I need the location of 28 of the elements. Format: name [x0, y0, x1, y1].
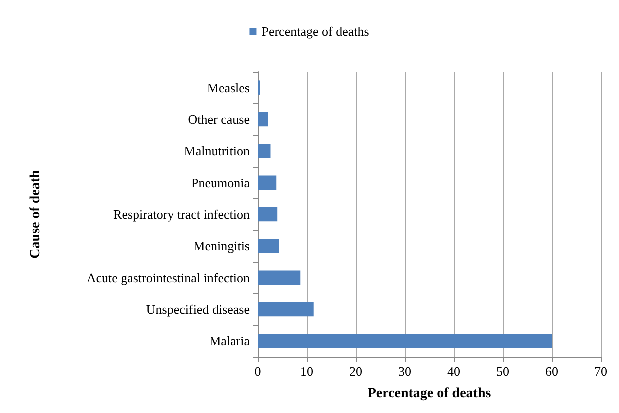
y-tick-label: Malaria	[210, 334, 250, 349]
bar	[258, 334, 552, 348]
bar	[258, 144, 271, 158]
y-tick-label: Other cause	[188, 112, 250, 127]
x-tick-label: 70	[594, 364, 608, 379]
y-tick-label: Unspecified disease	[146, 302, 250, 317]
bar	[258, 302, 314, 317]
y-tick-label: Measles	[207, 80, 250, 96]
legend-label: Percentage of deaths	[262, 24, 370, 39]
y-tick-label: Acute gastrointestinal infection	[86, 270, 250, 286]
x-tick-label: 60	[546, 364, 558, 379]
x-tick-label: 0	[254, 364, 262, 379]
x-tick-label: 40	[448, 364, 460, 379]
y-tick-label: Malnutrition	[184, 144, 250, 159]
y-axis-title: Cause of death	[28, 170, 44, 259]
x-tick-label: 30	[398, 364, 412, 379]
y-tick-label: Meningitis	[194, 238, 250, 254]
bar	[258, 112, 268, 127]
bar	[258, 207, 278, 222]
x-tick-label: 10	[300, 364, 314, 379]
bar	[258, 270, 301, 285]
bar	[258, 239, 280, 254]
y-tick-label: Respiratory tract infection	[114, 207, 250, 222]
x-tick-label: 20	[350, 364, 362, 379]
x-tick-label: 50	[496, 364, 510, 379]
bar	[258, 176, 277, 190]
y-tick-label: Pneumonia	[192, 175, 250, 190]
x-axis-title: Percentage of deaths	[368, 386, 492, 402]
